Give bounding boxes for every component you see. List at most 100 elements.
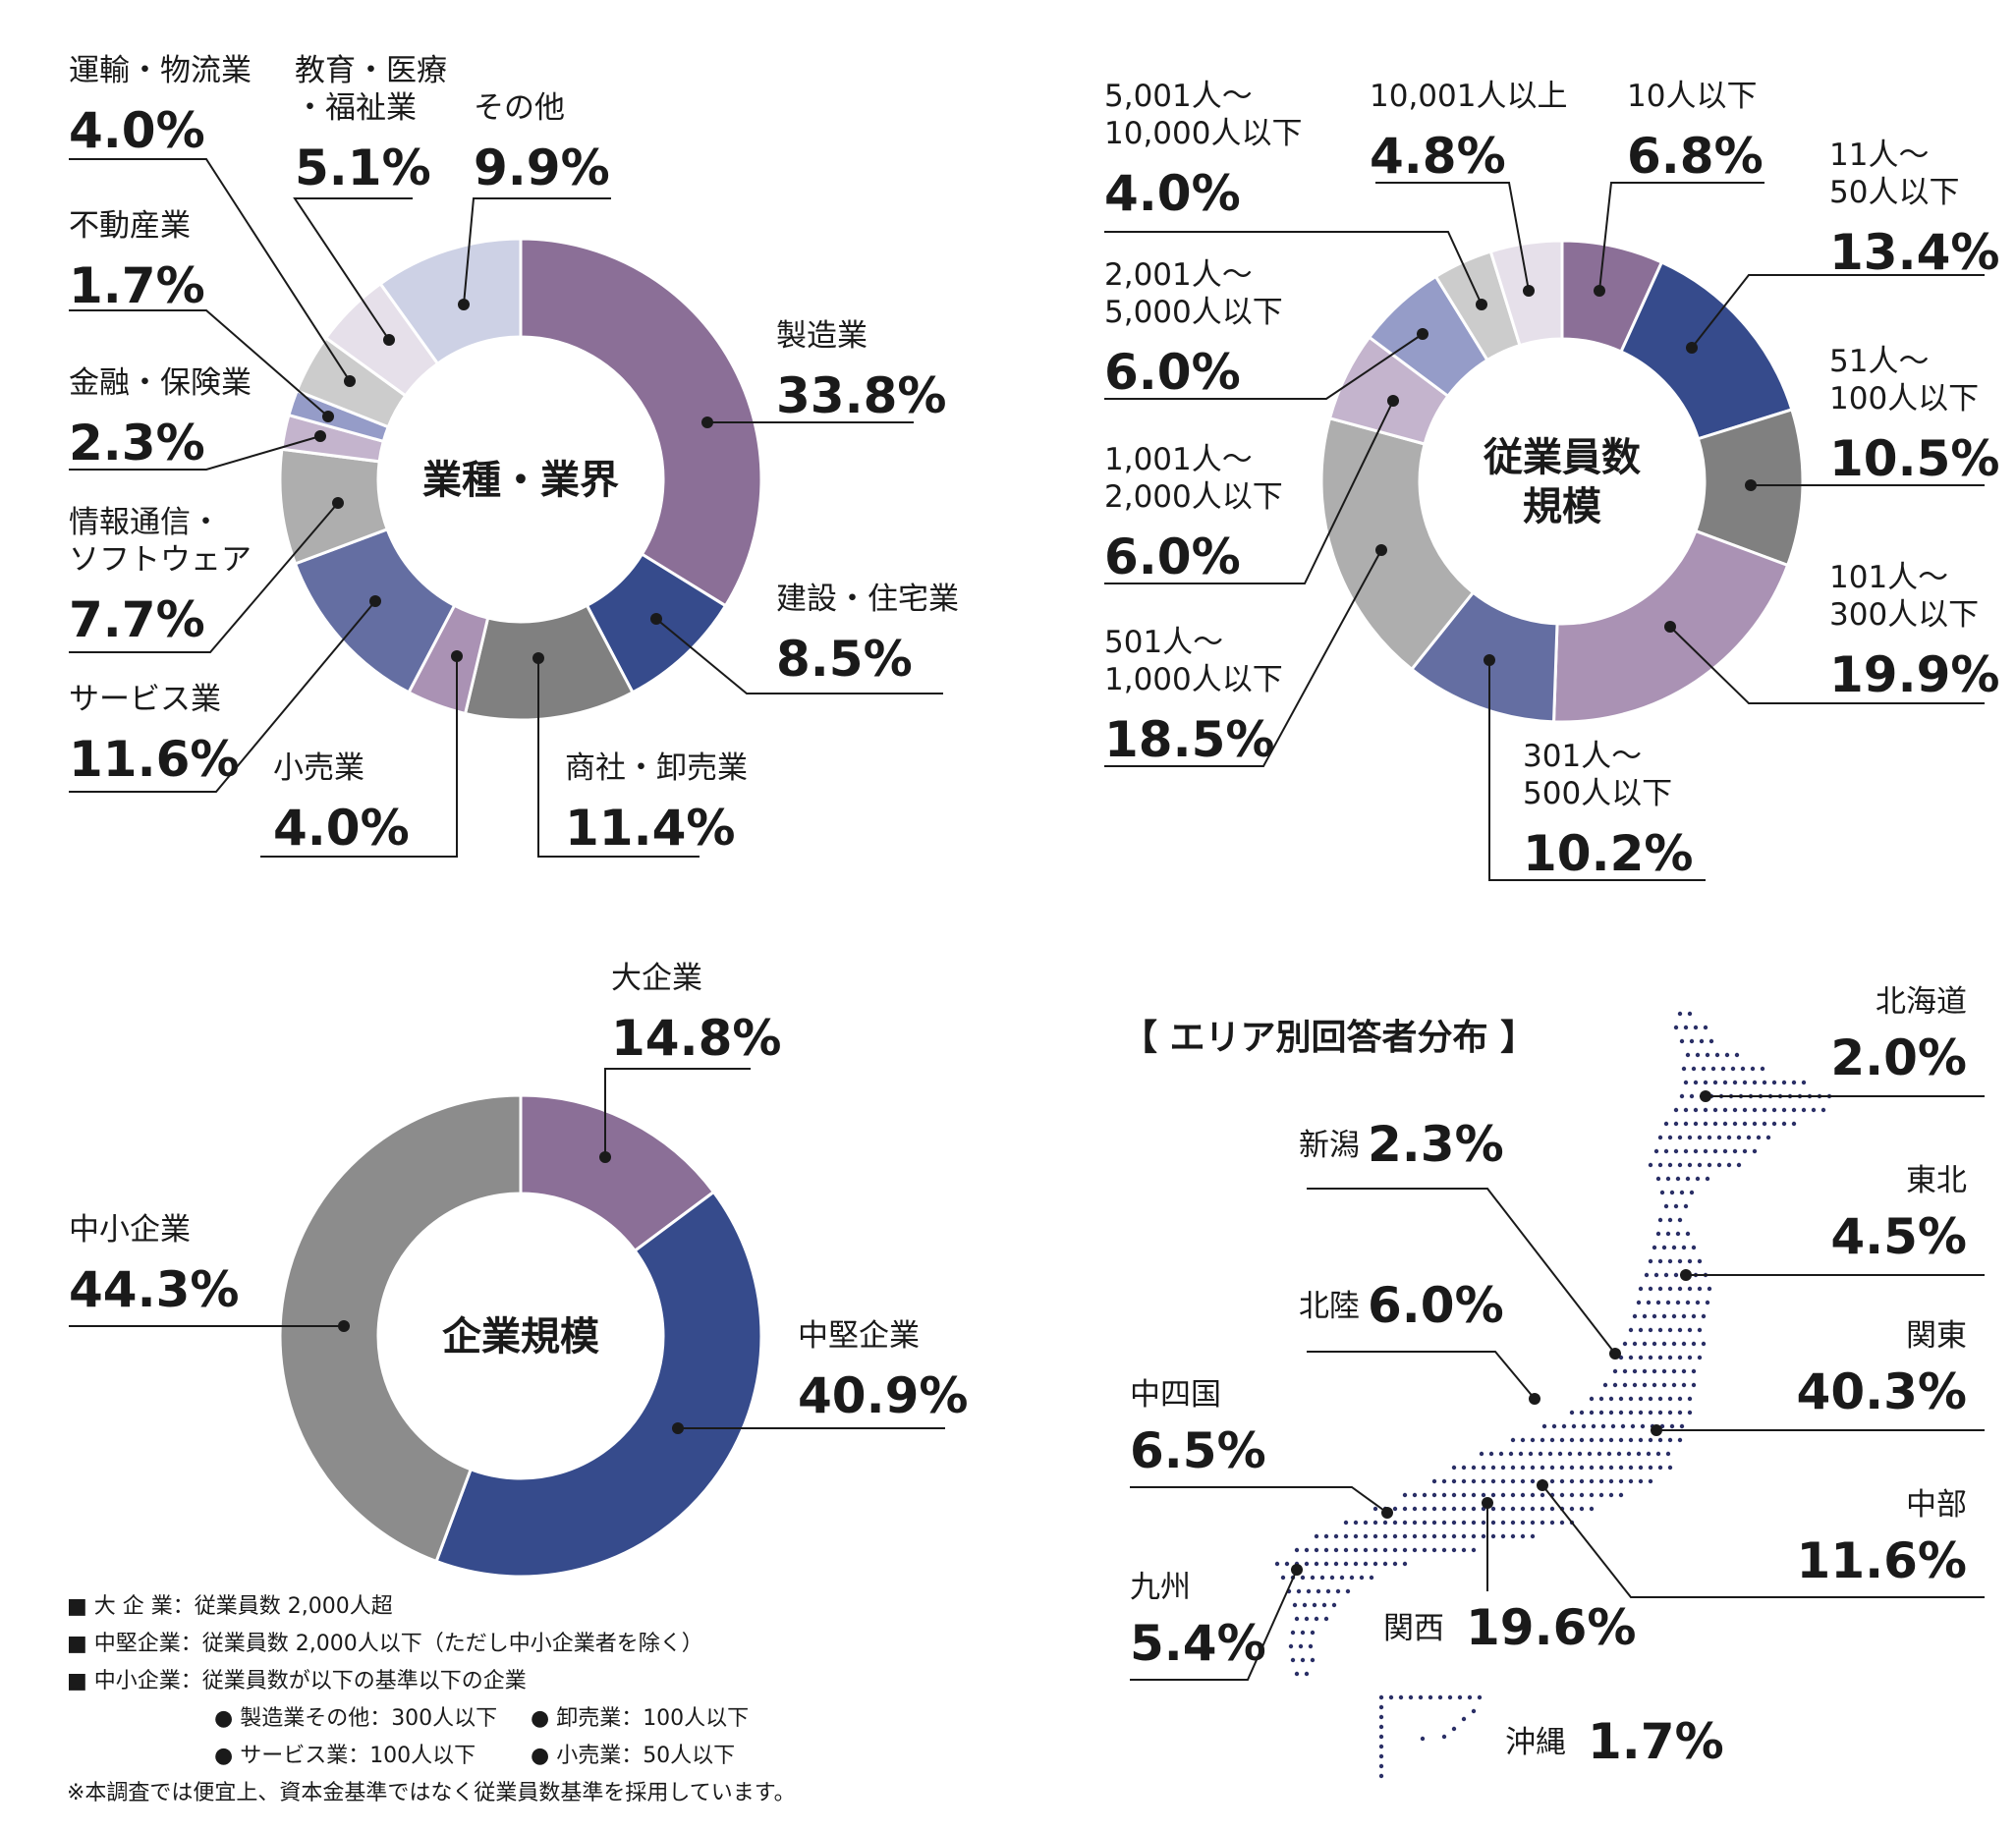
leader-dot — [1291, 1564, 1303, 1576]
leader-dot — [1594, 285, 1605, 297]
slice-label: 101人～ — [1829, 560, 1948, 595]
region-1: 東北 4.5% — [1680, 1163, 1985, 1281]
slice-label: 中小企業 — [69, 1212, 191, 1248]
leader-dot — [383, 334, 395, 346]
region-2: 関東 40.3% — [1651, 1318, 1985, 1436]
donut-center-title: 規模 — [1523, 484, 1601, 529]
slice-label: 10人以下 — [1627, 79, 1757, 114]
slice-label: 製造業 — [776, 318, 868, 354]
slice-label: ソフトウェア — [69, 542, 252, 578]
slice-label: 51人～ — [1829, 344, 1929, 379]
leader-line — [463, 197, 611, 305]
slice-label: 10,000人以下 — [1104, 116, 1302, 151]
slice-size-2 — [278, 1093, 523, 1564]
slice-label: 運輸・物流業 — [69, 53, 252, 88]
leader-dot — [1537, 1479, 1548, 1491]
slice-value: 11.4% — [565, 800, 735, 857]
leader-dot — [701, 416, 713, 428]
donut-center-title: 従業員数 — [1483, 435, 1641, 480]
leader-line — [1307, 1351, 1536, 1400]
slice-label: 5,000人以下 — [1104, 295, 1283, 330]
slice-value: 33.8% — [776, 367, 946, 424]
slice-value: 6.0% — [1104, 528, 1241, 585]
region-name: 新潟 — [1299, 1128, 1360, 1163]
label-industry-10: その他 9.9% — [458, 90, 611, 310]
note-footnote: ※本調査では便宜上、資本金基準ではなく従業員数基準を採用しています。 — [67, 1781, 796, 1805]
leader-line — [293, 197, 413, 341]
label-industry-6: 金融・保険業 2.3% — [69, 365, 326, 472]
slice-label: 不動産業 — [69, 208, 191, 244]
leader-line — [1130, 1486, 1388, 1514]
label-size-2: 中小企業 44.3% — [69, 1212, 350, 1332]
leader-dot — [672, 1422, 684, 1434]
company-size-donut-chart: 企業規模 大企業 14.8% 中堅企業 40.9% 中小企業 44.3% — [69, 961, 968, 1579]
leader-line — [69, 158, 351, 382]
slice-label: 教育・医療 — [295, 53, 447, 88]
slice-value: 4.0% — [69, 102, 205, 159]
slice-label: 情報通信・ — [69, 505, 221, 540]
region-value: 2.3% — [1368, 1116, 1504, 1173]
region-0: 北海道 2.0% — [1700, 984, 1985, 1102]
note-small: ■ 中小企業：従業員数が以下の基準以下の企業 — [67, 1669, 527, 1693]
leader-line — [1598, 182, 1764, 292]
label-industry-0: 製造業 33.8% — [701, 318, 946, 428]
leader-dot — [1745, 479, 1757, 491]
slice-value: 13.4% — [1829, 224, 1999, 281]
region-value: 5.4% — [1130, 1615, 1266, 1672]
slice-value: 11.6% — [69, 731, 239, 788]
leader-line — [1307, 1188, 1616, 1355]
leader-line — [537, 658, 700, 858]
leader-line — [1104, 231, 1483, 305]
label-employees-9: 10,001人以上 4.8% — [1370, 79, 1567, 297]
slice-value: 14.8% — [611, 1010, 781, 1067]
leader-line — [604, 1068, 751, 1157]
note-criteria-retail: ● 小売業：50人以下 — [531, 1744, 735, 1768]
slice-value: 1.7% — [69, 257, 205, 314]
region-value: 11.6% — [1797, 1532, 1967, 1589]
label-industry-7: 不動産業 1.7% — [69, 208, 334, 422]
slice-value: 18.5% — [1104, 711, 1274, 768]
note-mid: ■ 中堅企業：従業員数 2,000人以下（ただし中小企業者を除く） — [67, 1632, 703, 1656]
slice-value: 6.8% — [1627, 128, 1764, 185]
leader-dot — [1651, 1424, 1662, 1436]
label-industry-8: 運輸・物流業 4.0% — [69, 53, 356, 387]
leader-dot — [338, 1320, 350, 1332]
region-name: 北陸 — [1299, 1289, 1360, 1324]
slice-label: 大企業 — [611, 961, 702, 996]
slice-value: 44.3% — [69, 1261, 239, 1318]
slice-label: 501人～ — [1104, 625, 1223, 660]
slice-value: 6.0% — [1104, 344, 1241, 401]
leader-dot — [314, 430, 326, 442]
leader-dot — [532, 652, 544, 664]
slice-label: ・福祉業 — [295, 90, 417, 126]
note-criteria-service: ● サービス業：100人以下 — [214, 1744, 476, 1768]
leader-dot — [1686, 342, 1698, 354]
label-employees-7: 2,001人～5,000人以下 6.0% — [1104, 257, 1428, 401]
slice-label: 50人以下 — [1829, 175, 1959, 210]
region-name: 中四国 — [1130, 1377, 1221, 1413]
label-size-1: 中堅企業 40.9% — [672, 1318, 968, 1434]
slice-label: 500人以下 — [1523, 776, 1672, 811]
slice-industry-10 — [378, 237, 523, 366]
leader-line — [69, 435, 321, 471]
region-name: 東北 — [1906, 1163, 1967, 1198]
region-6: 中四国 6.5% — [1130, 1377, 1393, 1519]
slice-label: 301人～ — [1523, 739, 1642, 774]
leader-dot — [458, 299, 470, 310]
leader-line — [1691, 274, 1985, 349]
slice-value: 5.1% — [295, 139, 431, 196]
slice-label: サービス業 — [69, 682, 221, 717]
leader-dot — [1375, 544, 1387, 556]
leader-dot — [1482, 1497, 1493, 1509]
leader-line — [1104, 333, 1424, 400]
label-industry-1: 建設・住宅業 8.5% — [650, 582, 959, 694]
leader-line — [1488, 660, 1706, 881]
company-size-notes: ■ 大 企 業：従業員数 2,000人超 ■ 中堅企業：従業員数 2,000人以… — [67, 1594, 796, 1805]
slice-label: その他 — [474, 90, 565, 126]
label-employees-5: 501人～1,000人以下 18.5% — [1104, 544, 1387, 768]
leader-dot — [1529, 1393, 1540, 1405]
label-employees-1: 11人～50人以下 13.4% — [1686, 138, 1999, 354]
slice-label: 商社・卸売業 — [565, 750, 748, 786]
note-large: ■ 大 企 業：従業員数 2,000人超 — [67, 1594, 393, 1619]
region-value: 6.5% — [1130, 1422, 1266, 1479]
